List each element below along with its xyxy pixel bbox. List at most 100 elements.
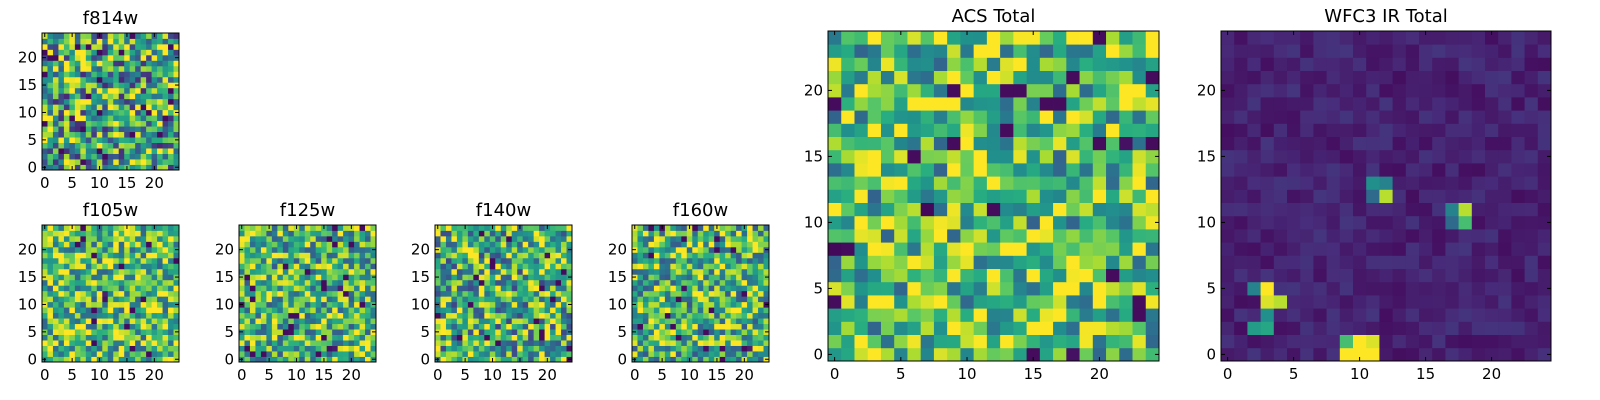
heatmap-cell [539,307,545,314]
heatmap-cell [52,60,59,67]
heatmap-cell [741,340,748,346]
x-tick-label: 0 [433,366,443,384]
heatmap-cell [522,268,529,275]
heatmap-cell [947,268,961,283]
heatmap-cell [168,109,174,116]
heatmap-cell [113,274,120,281]
heatmap-cell [249,252,256,259]
heatmap-cell [91,126,98,133]
heatmap-cell [58,93,65,100]
heatmap-cell [854,202,869,217]
heatmap-cell [1287,149,1301,164]
heatmap-cell [920,308,935,322]
heatmap-cell [173,153,180,160]
heatmap-cell [288,252,295,259]
heatmap-cell [113,246,120,253]
heatmap-cell [462,351,469,357]
heatmap-cell [725,285,732,292]
heatmap-cell [653,279,660,286]
heatmap-cell [85,142,92,149]
heatmap-cell [52,164,59,171]
heatmap-cell [703,285,710,292]
heatmap-cell [517,257,524,264]
x-tick-label: 15 [314,366,333,384]
heatmap-cell [1326,110,1341,124]
heatmap-cell [495,329,502,335]
heatmap-cell [47,71,54,78]
heatmap-cell [517,312,524,319]
heatmap-cell [894,110,908,124]
heatmap-cell [544,351,551,357]
heatmap-cell [495,307,502,314]
heatmap-cell [960,255,975,269]
heatmap-cell [506,225,513,231]
heatmap-cell [703,312,710,319]
heatmap-cell [42,340,48,346]
heatmap-cell [277,285,284,292]
heatmap-cell [146,71,152,78]
heatmap-cell [1247,268,1261,283]
heatmap-cell [1247,83,1261,98]
heatmap-cell [664,356,671,363]
heatmap-cell [1458,136,1473,151]
heatmap-cell [495,235,502,242]
heatmap-cell [1039,136,1054,151]
heatmap-cell [632,279,638,286]
heatmap-cell [1353,295,1367,309]
heatmap-cell [440,318,447,325]
heatmap-cell [907,215,922,230]
heatmap-cell [244,290,251,297]
heatmap-cell [539,285,545,292]
heatmap-cell [741,296,748,303]
heatmap-cell [714,263,721,270]
heatmap-cell [124,318,131,325]
heatmap-cell [1273,149,1288,164]
heatmap-cell [697,351,704,357]
heatmap-cell [365,235,371,242]
heatmap-cell [719,351,726,357]
heatmap-cell [1458,189,1473,203]
heatmap-cell [533,274,540,281]
heatmap-cell [725,290,732,297]
heatmap-cell [1471,123,1486,137]
heatmap-cell [348,296,355,303]
heatmap-cell [1221,57,1235,71]
heatmap-cell [675,318,682,325]
heatmap-cell [113,296,120,303]
heatmap-cell [113,104,120,111]
heatmap-cell [348,257,355,264]
heatmap-cell [1119,136,1133,151]
heatmap-cell [277,241,284,248]
heatmap-cell [736,225,742,231]
heatmap-cell [337,312,344,319]
heatmap-cell [69,246,76,253]
heatmap-cell [42,60,48,67]
heatmap-cell [1485,295,1499,309]
heatmap-cell [63,263,70,270]
heatmap-cell [151,87,158,94]
heatmap-cell [456,351,463,357]
heatmap-cell [157,153,163,160]
heatmap-cell [299,356,306,363]
heatmap-cell [1000,202,1014,217]
heatmap-cell [894,268,908,283]
heatmap-cell [337,252,344,259]
heatmap-cell [730,340,737,346]
heatmap-cell [348,301,355,308]
heatmap-cell [1234,176,1248,190]
heatmap-cell [752,318,759,325]
heatmap-cell [146,290,152,297]
heatmap-cell [445,334,452,341]
heatmap-cell [854,149,869,164]
heatmap-cell [124,76,131,83]
heatmap-cell [973,229,988,243]
heatmap-cell [511,351,518,357]
heatmap-cell [1066,347,1080,362]
heatmap-cell [63,98,70,105]
heatmap-cell [1392,321,1407,335]
heatmap-cell [697,345,704,352]
heatmap-cell [157,71,163,78]
heatmap-cell [58,263,65,270]
heatmap-cell [80,120,87,127]
heatmap-cell [1273,176,1288,190]
